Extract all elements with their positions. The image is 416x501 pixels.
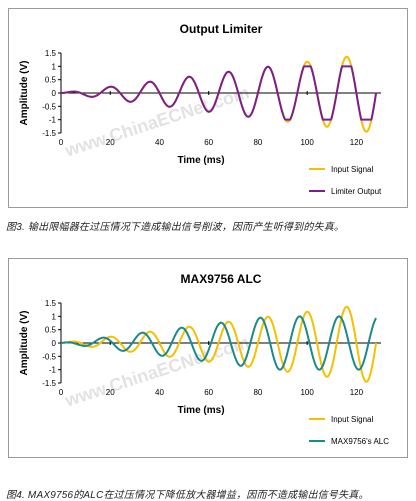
chart-title: MAX9756 ALC: [181, 272, 262, 286]
y-tick-label: 0.5: [45, 326, 57, 335]
figure-4-caption: 图4. MAX9756的ALC在过压情况下降低放大器增益，因而不造成输出信号失真…: [6, 490, 369, 501]
chart-panel-output-limiter: Output Limiter www.ChinaECNet.com 1.5 1 0.5 0…: [8, 8, 408, 208]
x-tick-label: 60: [204, 388, 213, 397]
x-tick-label: 0: [59, 388, 64, 397]
x-axis-label: Time (ms): [177, 405, 224, 416]
y-tick-label: -0.5: [42, 352, 56, 361]
x-tick-label: 20: [106, 138, 115, 147]
x-axis-label: Time (ms): [177, 155, 224, 166]
y-tick-label: -1.5: [42, 379, 56, 388]
x-tick-label: 40: [155, 138, 164, 147]
y-axis-label: Amplitude (V): [19, 61, 30, 126]
series-line-alc: [60, 315, 377, 371]
legend-entry: Input Signal: [331, 415, 373, 424]
x-tick-label: 80: [253, 388, 262, 397]
y-tick-label: 1: [52, 312, 57, 321]
x-tick-label: 80: [253, 138, 262, 147]
y-tick-label: -1.5: [42, 129, 56, 138]
legend-entry: Input Signal: [331, 165, 373, 174]
x-tick-label: 60: [204, 138, 213, 147]
chart-panel-max9756-alc: MAX9756 ALC www.ChinaECNet.com 1.5 1 0.5 0 -0.…: [8, 258, 408, 458]
series-line-limiter: [61, 65, 378, 121]
x-tick-label: 40: [155, 388, 164, 397]
y-tick-label: -1: [49, 366, 57, 375]
x-tick-label: 100: [300, 388, 314, 397]
max9756-alc-chart: MAX9756 ALCwww.ChinaECNet.com1.510.50-0.…: [19, 272, 389, 446]
y-tick-label: 0: [52, 89, 57, 98]
x-tick-label: 0: [59, 138, 64, 147]
series-line-input: [61, 305, 378, 383]
y-tick-label: -0.5: [42, 102, 56, 111]
x-tick-label: 120: [350, 138, 364, 147]
y-tick-label: -1: [49, 116, 57, 125]
x-tick-label: 100: [300, 138, 314, 147]
y-tick-label: 1: [52, 62, 57, 71]
y-tick-label: 1.5: [45, 299, 57, 308]
y-tick-label: 1.5: [45, 49, 57, 58]
output-limiter-chart: Output Limiter www.ChinaECNet.com 1.5 1 0.5 0…: [19, 22, 382, 196]
y-tick-label: 0.5: [45, 76, 57, 85]
legend-entry: MAX9756's ALC: [331, 437, 389, 446]
y-axis-label: Amplitude (V): [19, 311, 30, 376]
x-tick-label: 120: [350, 388, 364, 397]
watermark-text: www.ChinaECNet.com: [62, 82, 252, 161]
y-tick-label: 0: [52, 339, 57, 348]
legend-entry: Limiter Output: [331, 187, 382, 196]
figure-3-caption: 图3. 输出限幅器在过压情况下造成输出信号削波，因而产生听得到的失真。: [6, 222, 345, 233]
x-tick-label: 20: [106, 388, 115, 397]
chart-title: Output Limiter: [180, 22, 263, 36]
